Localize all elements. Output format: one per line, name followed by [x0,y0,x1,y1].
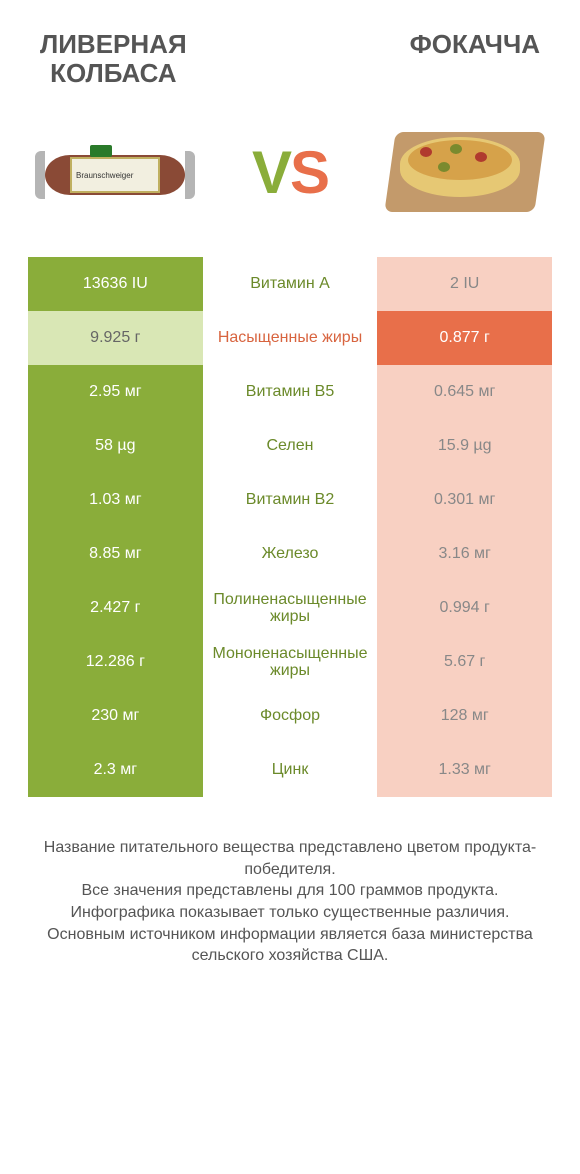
table-row: 2.427 гПолиненасыщенные жиры0.994 г [28,581,552,635]
nutrient-name: Витамин B2 [203,473,378,527]
vs-s: S [290,139,328,206]
nutrient-name: Витамин B5 [203,365,378,419]
left-food-image [30,117,200,227]
right-value: 1.33 мг [377,743,552,797]
vs-label: VS [252,138,328,207]
legend-line-1: Название питательного вещества представл… [28,837,552,880]
left-value: 58 µg [28,419,203,473]
left-value: 1.03 мг [28,473,203,527]
legend-line-4: Основным источником информации является … [28,924,552,967]
right-food-title: ФОКАЧЧА [410,30,540,87]
table-row: 58 µgСелен15.9 µg [28,419,552,473]
nutrient-name: Полиненасыщенные жиры [203,581,378,635]
nutrient-name: Фосфор [203,689,378,743]
nutrient-name: Витамин A [203,257,378,311]
table-row: 230 мгФосфор128 мг [28,689,552,743]
left-value: 2.427 г [28,581,203,635]
right-value: 0.301 мг [377,473,552,527]
table-row: 8.85 мгЖелезо3.16 мг [28,527,552,581]
table-row: 12.286 гМононенасыщенные жиры5.67 г [28,635,552,689]
table-row: 9.925 гНасыщенные жиры0.877 г [28,311,552,365]
legend-line-2: Все значения представлены для 100 граммо… [28,880,552,902]
nutrient-name: Мононенасыщенные жиры [203,635,378,689]
right-food-image [380,117,550,227]
left-value: 2.95 мг [28,365,203,419]
right-value: 5.67 г [377,635,552,689]
nutrient-name: Селен [203,419,378,473]
legend-line-3: Инфографика показывает только существенн… [28,902,552,924]
table-row: 1.03 мгВитамин B20.301 мг [28,473,552,527]
right-value: 0.877 г [377,311,552,365]
right-value: 128 мг [377,689,552,743]
left-food-title: ЛИВЕРНАЯ КОЛБАСА [40,30,187,87]
focaccia-icon [380,122,550,222]
left-value: 2.3 мг [28,743,203,797]
left-value: 13636 IU [28,257,203,311]
left-value: 8.85 мг [28,527,203,581]
right-value: 3.16 мг [377,527,552,581]
right-value: 0.645 мг [377,365,552,419]
vs-v: V [252,139,290,206]
nutrient-name: Цинк [203,743,378,797]
nutrient-name: Насыщенные жиры [203,311,378,365]
images-row: VS [0,107,580,257]
legend: Название питательного вещества представл… [0,797,580,987]
left-value: 12.286 г [28,635,203,689]
table-row: 2.3 мгЦинк1.33 мг [28,743,552,797]
right-value: 2 IU [377,257,552,311]
left-value: 230 мг [28,689,203,743]
right-value: 15.9 µg [377,419,552,473]
nutrient-name: Железо [203,527,378,581]
header: ЛИВЕРНАЯ КОЛБАСА ФОКАЧЧА [0,0,580,107]
comparison-table: 13636 IUВитамин A2 IU9.925 гНасыщенные ж… [0,257,580,797]
right-value: 0.994 г [377,581,552,635]
sausage-icon [35,145,195,200]
table-row: 13636 IUВитамин A2 IU [28,257,552,311]
left-value: 9.925 г [28,311,203,365]
table-row: 2.95 мгВитамин B50.645 мг [28,365,552,419]
